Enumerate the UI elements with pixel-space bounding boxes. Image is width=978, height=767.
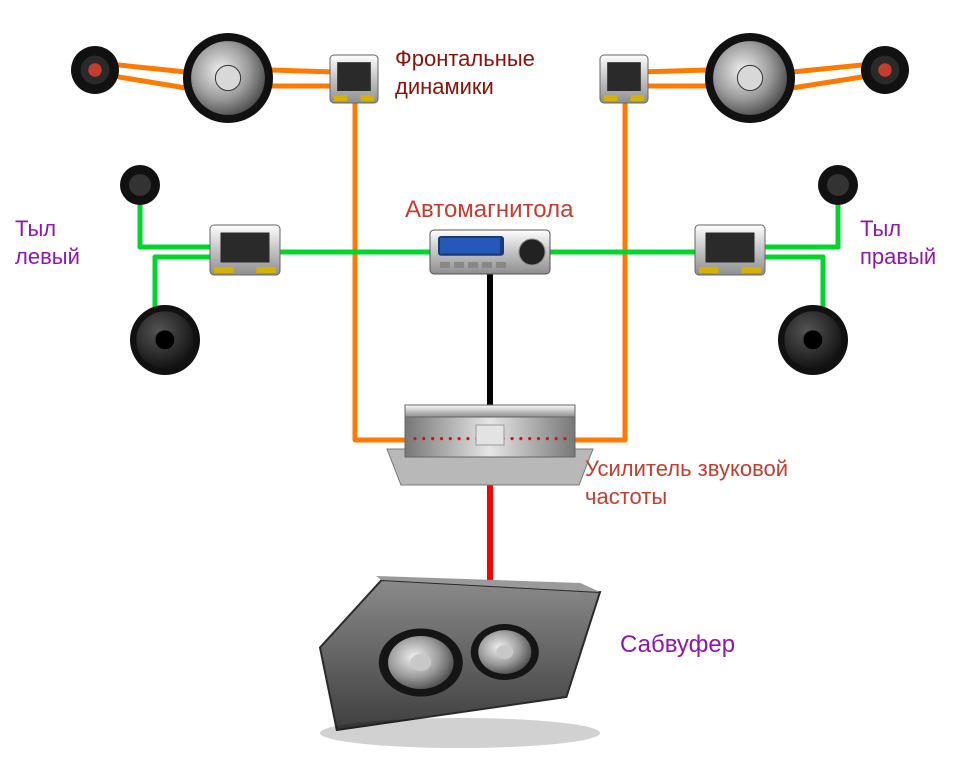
- wire: [270, 70, 335, 72]
- front-left-tweeter: [71, 46, 119, 94]
- wire: [140, 200, 213, 247]
- rear-left-tweeter: [120, 165, 160, 205]
- front-right-tweeter: [861, 46, 909, 94]
- wire: [119, 77, 186, 88]
- rear-left-crossover: [210, 225, 280, 275]
- rear-right-crossover: [695, 225, 765, 275]
- headunit: [430, 230, 550, 274]
- wire: [640, 70, 708, 72]
- front-right-crossover: [600, 55, 648, 103]
- label-rear_right: Тыл правый: [860, 215, 936, 270]
- front-left-woofer: [183, 33, 273, 123]
- wire: [792, 77, 862, 88]
- label-sub: Сабвуфер: [620, 630, 735, 660]
- label-front: Фронтальные динамики: [395, 45, 535, 100]
- wire: [119, 65, 186, 72]
- rear-left-woofer: [130, 305, 200, 375]
- label-headunit: Автомагнитола: [405, 195, 573, 225]
- front-right-woofer: [705, 33, 795, 123]
- wire: [355, 100, 415, 440]
- subwoofer: [320, 576, 600, 748]
- rear-right-tweeter: [818, 165, 858, 205]
- front-left-crossover: [330, 55, 378, 103]
- wire: [565, 100, 625, 440]
- wire: [792, 65, 862, 72]
- label-rear_left: Тыл левый: [15, 215, 80, 270]
- amplifier: [387, 405, 593, 485]
- wire: [763, 200, 838, 247]
- rear-right-woofer: [778, 305, 848, 375]
- label-amp: Усилитель звуковой частоты: [585, 455, 788, 510]
- diagram-canvas: [0, 0, 978, 767]
